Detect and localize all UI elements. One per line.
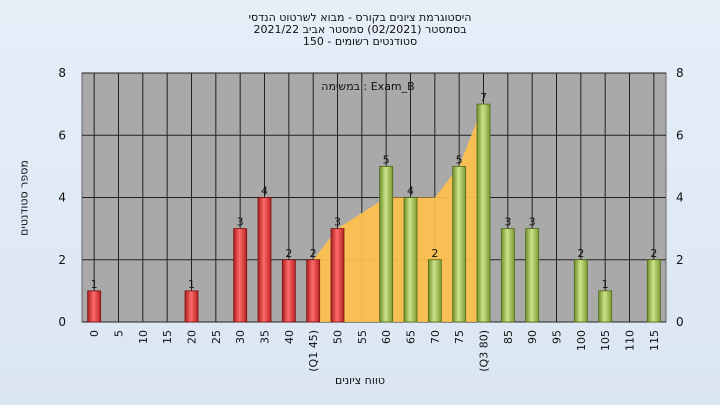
- x-tick-label: (Q1 45): [307, 330, 320, 372]
- bar-40: [281, 259, 296, 323]
- bar-value-label: 5: [383, 153, 390, 166]
- x-tick-label: 15: [161, 330, 174, 344]
- x-tick-label: 85: [502, 330, 515, 344]
- y-tick-label-right: 6: [676, 128, 684, 142]
- bar-30: [233, 228, 248, 323]
- bar-value-label: 2: [285, 247, 292, 260]
- y-tick-label-right: 8: [676, 66, 684, 80]
- bar-value-label: 2: [310, 247, 317, 260]
- bar-90: [525, 228, 540, 323]
- x-tick-label: 20: [186, 330, 199, 344]
- bar-70: [427, 259, 442, 323]
- bar-20: [184, 290, 199, 323]
- x-tick-label: 65: [405, 330, 418, 344]
- x-tick-label: 95: [551, 330, 564, 344]
- bar-115: [646, 259, 661, 323]
- bar-100: [573, 259, 588, 323]
- x-tick-label: 50: [332, 330, 345, 344]
- x-tick-label: 10: [137, 330, 150, 344]
- x-tick-label: 105: [599, 330, 612, 351]
- bar-value-label: 3: [237, 216, 244, 229]
- bar-value-label: 7: [480, 91, 487, 104]
- y-tick-label-right: 2: [676, 253, 684, 267]
- y-tick-label-left: 0: [58, 315, 66, 329]
- bar-105: [598, 290, 613, 323]
- x-tick-label: 110: [624, 330, 637, 351]
- y-tick-label-left: 4: [58, 191, 66, 205]
- x-tick-label: 40: [283, 330, 296, 344]
- x-tick-label: 25: [210, 330, 223, 344]
- bar-85: [500, 228, 515, 323]
- x-axis-label: טווח ציונים: [335, 374, 385, 387]
- bar-value-label: 2: [577, 247, 584, 260]
- chart-title-line-3: סטודנטים רשומים - 150: [302, 35, 418, 48]
- bar-60: [379, 165, 394, 323]
- bar-value-label: 4: [407, 185, 414, 198]
- chart-title-line-2: בסמסטר (02/2021) סמסטר אביב 2021/22: [253, 23, 467, 36]
- bar-50: [330, 228, 345, 323]
- bar-65: [403, 197, 418, 323]
- x-tick-label: 70: [429, 330, 442, 344]
- y-tick-label-right: 4: [676, 191, 684, 205]
- bar-value-label: 1: [188, 278, 195, 291]
- bar-value-label: 2: [431, 247, 438, 260]
- x-tick-label: 5: [113, 330, 126, 337]
- y-tick-label-left: 6: [58, 128, 66, 142]
- bar-35: [257, 197, 272, 323]
- x-tick-label: 30: [234, 330, 247, 344]
- x-tick-label: 100: [575, 330, 588, 351]
- x-tick-label: 75: [453, 330, 466, 344]
- x-tick-label: (Q3 80): [478, 330, 491, 372]
- bar--Q3-80-: [476, 103, 491, 323]
- chart-title-line-1: היסטוגרמת ציונים בקורס - מבוא לשרטוט הנד…: [248, 11, 472, 24]
- y-tick-label-left: 2: [58, 253, 66, 267]
- bar-75: [452, 165, 467, 323]
- y-tick-label-right: 0: [676, 315, 684, 329]
- x-tick-label: 90: [526, 330, 539, 344]
- x-tick-label: 55: [356, 330, 369, 344]
- x-tick-label: 0: [88, 330, 101, 337]
- y-tick-label-left: 8: [58, 66, 66, 80]
- bar-value-label: 3: [529, 216, 536, 229]
- bar-value-label: 4: [261, 185, 268, 198]
- bar-value-label: 3: [504, 216, 511, 229]
- bar-value-label: 1: [602, 278, 609, 291]
- bar-0: [87, 290, 102, 323]
- bar-value-label: 3: [334, 216, 341, 229]
- x-tick-label: 60: [380, 330, 393, 344]
- bar-value-label: 1: [91, 278, 98, 291]
- x-tick-label: 115: [648, 330, 661, 351]
- bar-value-label: 5: [456, 153, 463, 166]
- y-axis-label: מספר סטודנטים: [17, 160, 31, 236]
- bar--Q1-45-: [306, 259, 321, 323]
- bar-value-label: 2: [650, 247, 657, 260]
- x-tick-label: 35: [259, 330, 272, 344]
- chart-annotation: במשימה : Exam_B: [321, 80, 414, 93]
